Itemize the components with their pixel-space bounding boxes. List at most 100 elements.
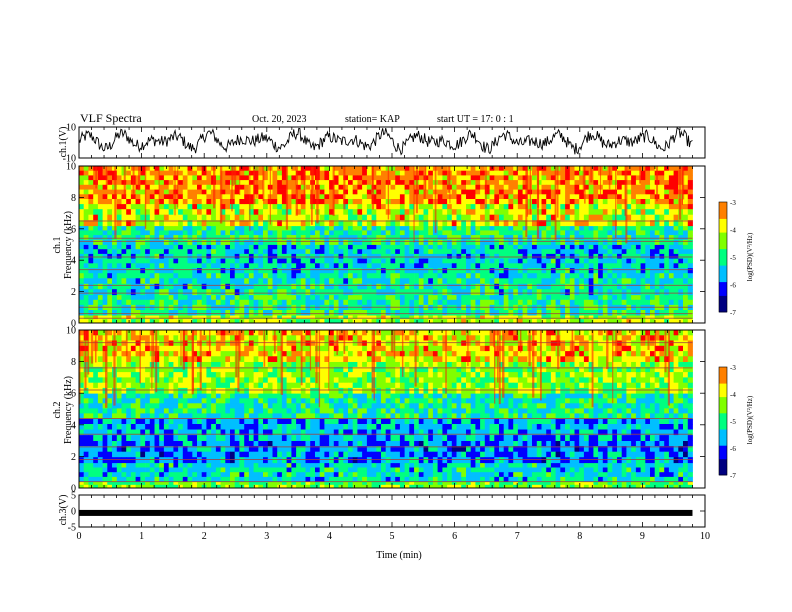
- spectrogram-ch1-cell: [494, 268, 500, 274]
- spectrogram-ch1-cell: [659, 184, 665, 190]
- spectrogram-ch1-cell: [178, 253, 184, 259]
- spectrogram-ch1-cell: [475, 272, 481, 279]
- spectrogram-ch1-cell: [678, 294, 684, 301]
- spectrogram-ch1-cell: [286, 225, 292, 231]
- spectrogram-ch1-cell: [305, 225, 311, 231]
- spectrogram-ch2-cell: [390, 481, 396, 486]
- spectrogram-ch2-cell: [371, 484, 377, 489]
- spectrogram-ch1-cell: [466, 203, 472, 210]
- spectrogram-ch1-cell: [645, 184, 651, 190]
- spectrogram-ch1-cell: [645, 166, 651, 172]
- spectrogram-ch1-cell: [272, 175, 278, 181]
- spectrogram-ch1-cell: [513, 258, 519, 264]
- spectrogram-ch1-cell: [513, 220, 519, 227]
- spectrogram-ch1-cell: [225, 294, 231, 301]
- spectrogram-ch1-cell: [267, 225, 273, 231]
- spectrogram-ch1-cell: [635, 272, 641, 279]
- spectrogram-ch1-cell: [234, 299, 240, 306]
- spectrogram-ch1-cell: [197, 268, 203, 274]
- spectrogram-ch1-cell: [333, 189, 339, 195]
- spectrogram-ch1-cell: [102, 299, 108, 306]
- spectrogram-ch1-cell: [263, 180, 269, 186]
- spectrogram-ch1-cell: [149, 272, 155, 279]
- spectrogram-ch1-cell: [225, 299, 231, 306]
- spectrogram-ch1-cell: [182, 253, 188, 259]
- spectrogram-ch1-cell: [182, 203, 188, 210]
- spectrogram-ch1-cell: [140, 263, 146, 269]
- spectrogram-ch1-cell: [126, 294, 132, 301]
- spectrogram-ch1-cell: [569, 299, 575, 306]
- spectrogram-ch1-cell: [281, 253, 287, 259]
- spectrogram-ch1-cell: [602, 203, 608, 210]
- spectrogram-ch1-cell: [569, 253, 575, 259]
- spectrogram-ch1-cell: [149, 278, 155, 285]
- spectrogram-ch1-cell: [258, 253, 264, 259]
- spectrogram-ch1-cell: [296, 230, 302, 236]
- spectrogram-ch2-cell: [277, 481, 283, 486]
- spectrogram-ch1-cell: [640, 258, 646, 264]
- spectrogram-ch1-cell: [494, 278, 500, 285]
- spectrogram-ch1-cell: [258, 184, 264, 190]
- spectrogram-ch1-cell: [418, 289, 424, 296]
- spectrogram-ch1-cell: [305, 258, 311, 264]
- spectrogram-ch1-cell: [654, 230, 660, 236]
- spectrogram-ch2-cell: [149, 462, 155, 468]
- spectrogram-ch1-cell: [366, 239, 372, 245]
- spectrogram-ch1-cell: [272, 239, 278, 245]
- spectrogram-ch1-cell: [263, 209, 269, 216]
- spectrogram-ch2-cell: [206, 484, 212, 489]
- spectrogram-ch1-cell: [362, 189, 368, 195]
- spectrogram-ch1-cell: [343, 175, 349, 181]
- spectrogram-ch1-cell: [673, 180, 679, 186]
- spectrogram-ch1-cell: [97, 319, 103, 324]
- spectrogram-ch1-cell: [296, 283, 302, 290]
- spectrogram-ch2-cell: [673, 467, 679, 473]
- spectrogram-ch1-cell: [447, 315, 453, 320]
- spectrogram-ch1-cell: [107, 249, 113, 255]
- spectrogram-ch1-cell: [508, 203, 514, 210]
- spectrogram-ch1-cell: [612, 194, 618, 200]
- spectrogram-ch1-cell: [220, 310, 226, 316]
- spectrogram-ch1-cell: [315, 299, 321, 306]
- spectrogram-ch1-cell: [107, 235, 113, 241]
- spectrogram-ch1-cell: [654, 258, 660, 264]
- spectrogram-ch1-cell: [225, 319, 231, 324]
- spectrogram-ch1-cell: [532, 294, 538, 301]
- spectrogram-ch1-cell: [338, 239, 344, 245]
- spectrogram-ch1-cell: [357, 268, 363, 274]
- spectrogram-ch1-cell: [390, 189, 396, 195]
- spectrogram-ch1-cell: [390, 230, 396, 236]
- spectrogram-ch1-cell: [343, 263, 349, 269]
- spectrogram-ch1-cell: [451, 180, 457, 186]
- spectrogram-ch1-cell: [112, 283, 118, 290]
- spectrogram-ch1-cell: [565, 230, 571, 236]
- spectrogram-ch1-cell: [598, 235, 604, 241]
- spectrogram-ch1-cell: [286, 199, 292, 205]
- spectrogram-ch1-cell: [192, 175, 198, 181]
- spectrogram-ch1-cell: [381, 180, 387, 186]
- spectrogram-ch1-cell: [225, 278, 231, 285]
- spectrogram-ch1-cell: [588, 189, 594, 195]
- spectrogram-ch1-cell: [617, 184, 623, 190]
- spectrogram-ch1-cell: [206, 225, 212, 231]
- spectrogram-ch1-cell: [230, 289, 236, 296]
- spectrogram-ch2-cell: [565, 467, 571, 473]
- spectrogram-ch1-cell: [527, 310, 533, 316]
- spectrogram-ch1-cell: [93, 278, 99, 285]
- spectrogram-ch1-cell: [678, 263, 684, 269]
- spectrogram-ch1-cell: [508, 220, 514, 227]
- spectrogram-ch1-cell: [88, 175, 94, 181]
- spectrogram-ch1-cell: [508, 278, 514, 285]
- spectrogram-ch2-cell: [550, 467, 556, 473]
- spectrogram-ch1-cell: [484, 235, 490, 241]
- spectrogram-ch1-cell: [668, 319, 674, 324]
- spectrogram-ch1-cell: [536, 199, 542, 205]
- spectrogram-ch1-cell: [621, 263, 627, 269]
- spectrogram-ch1-cell: [437, 268, 443, 274]
- spectrogram-ch1-cell: [550, 175, 556, 181]
- spectrogram-ch1-cell: [494, 189, 500, 195]
- spectrogram-ch1-cell: [263, 263, 269, 269]
- spectrogram-ch1-cell: [338, 315, 344, 320]
- spectrogram-ch1-cell: [560, 220, 566, 227]
- spectrogram-ch1-cell: [173, 203, 179, 210]
